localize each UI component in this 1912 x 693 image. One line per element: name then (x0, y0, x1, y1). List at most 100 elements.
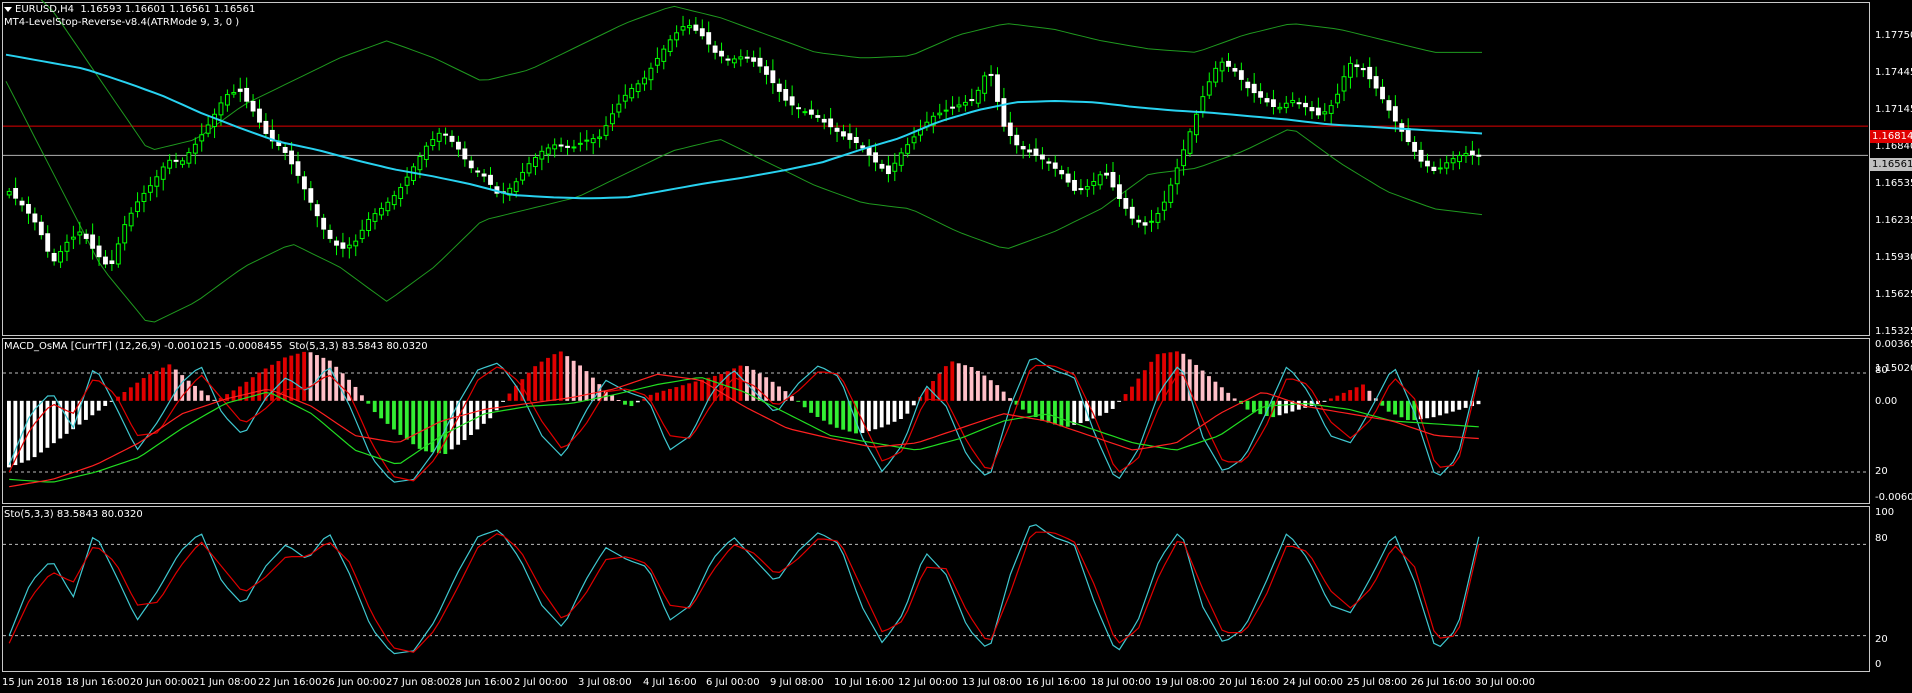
macd-histogram-bar (674, 387, 679, 401)
macd-histogram-bar (1450, 400, 1455, 412)
macd-histogram-bar (449, 400, 454, 450)
macd-histogram-bar (571, 360, 576, 401)
macd-histogram-bar (392, 400, 396, 430)
macd-histogram-bar (513, 385, 518, 401)
candle-body (956, 104, 962, 108)
candle-body (83, 233, 89, 239)
candle-body (340, 242, 346, 249)
macd-histogram-bar (937, 373, 942, 401)
candle-body (565, 145, 570, 148)
candle-body (1091, 181, 1097, 186)
macd-histogram-bar (1130, 386, 1134, 401)
macd-histogram-bar (1065, 400, 1070, 427)
candle-body (558, 144, 564, 147)
macd-histogram-bar (1290, 400, 1295, 412)
candle-body (13, 188, 19, 199)
macd-histogram-bar (963, 365, 968, 401)
candle-body (6, 190, 12, 196)
time-axis-label: 24 Jul 00:00 (1283, 677, 1343, 688)
price-chart-pane[interactable] (2, 2, 1870, 336)
stochastic-pane[interactable] (2, 506, 1870, 672)
candle-body (218, 102, 224, 116)
macd-histogram-bar (982, 375, 987, 401)
candle-body (629, 87, 635, 99)
macd-histogram-bar (1149, 361, 1154, 401)
candle-body (1328, 105, 1334, 114)
candle-body (821, 118, 827, 123)
candle-body (828, 118, 834, 128)
macd-histogram-bar (417, 400, 422, 449)
candle-body (667, 39, 673, 52)
candle-body (314, 204, 320, 217)
macd-axis-label: 20 (1875, 466, 1888, 477)
macd-histogram-bar (879, 400, 884, 428)
candle-body (1341, 76, 1347, 92)
candle-body (359, 229, 365, 240)
price-axis-label: 1.17445 (1875, 67, 1912, 78)
candle-body (937, 112, 943, 116)
macd-histogram-bar (250, 377, 255, 401)
macd-histogram-bar (969, 367, 974, 401)
candle-body (1315, 107, 1321, 116)
candle-body (1065, 173, 1071, 183)
macd-pane[interactable] (2, 338, 1870, 504)
candle-body (616, 103, 622, 113)
macd-histogram-bar (635, 400, 640, 403)
time-axis-label: 13 Jul 08:00 (962, 677, 1022, 688)
candle-body (751, 57, 757, 62)
candle-body (712, 45, 718, 53)
macd-histogram-bar (481, 400, 486, 424)
macd-histogram-bar (700, 379, 704, 401)
macd-histogram-bar (436, 400, 441, 454)
candle-body (744, 56, 750, 59)
candle-body (552, 144, 558, 150)
candle-body (513, 181, 519, 193)
macd-histogram-bar (603, 390, 608, 401)
macd-histogram-bar (828, 400, 833, 425)
macd-histogram-bar (1303, 400, 1308, 408)
candle-body (847, 133, 853, 140)
candle-body (1014, 134, 1020, 146)
macd-histogram-bar (1457, 400, 1462, 410)
macd-histogram-bar (90, 400, 95, 416)
macd-histogram-bar (873, 400, 878, 430)
macd-histogram-bar (475, 400, 480, 430)
candle-body (1322, 111, 1328, 115)
candle-body (205, 124, 211, 134)
macd-histogram-bar (1386, 400, 1391, 412)
candle-body (269, 129, 275, 142)
macd-histogram-bar (1322, 400, 1327, 402)
candle-body (892, 162, 898, 172)
macd-histogram-bar (1072, 400, 1077, 425)
candle-body (545, 147, 551, 155)
macd-histogram-bar (732, 368, 737, 401)
macd-histogram-bar (1078, 400, 1083, 423)
macd-histogram-bar (1277, 400, 1282, 416)
candle-body (109, 260, 115, 265)
macd-histogram-bar (924, 388, 929, 401)
macd-stochastic-signal-line (8, 364, 1480, 482)
candle-body (327, 229, 333, 239)
macd-histogram-bar (257, 372, 262, 401)
macd-histogram-bar (1097, 400, 1102, 416)
macd-histogram-bar (533, 366, 538, 401)
candle-body (423, 145, 429, 160)
macd-histogram-bar (1328, 398, 1333, 401)
macd-histogram-bar (372, 400, 377, 413)
macd-histogram-bar (757, 373, 762, 401)
candle-body (231, 92, 237, 95)
macd-histogram-bar (494, 400, 499, 411)
candle-body (539, 150, 545, 160)
time-axis-label: 3 Jul 08:00 (578, 677, 632, 688)
candle-body (366, 218, 372, 231)
candle-body (1161, 201, 1167, 211)
moving-average-line (5, 53, 1483, 200)
macd-histogram-bar (719, 373, 724, 401)
macd-histogram-bar (315, 355, 319, 401)
red-level-tag: 1.16814 (1870, 130, 1912, 143)
candle-body (141, 192, 147, 203)
collapse-triangle-icon[interactable] (4, 6, 12, 12)
candle-body (969, 99, 975, 102)
candle-body (738, 56, 744, 60)
